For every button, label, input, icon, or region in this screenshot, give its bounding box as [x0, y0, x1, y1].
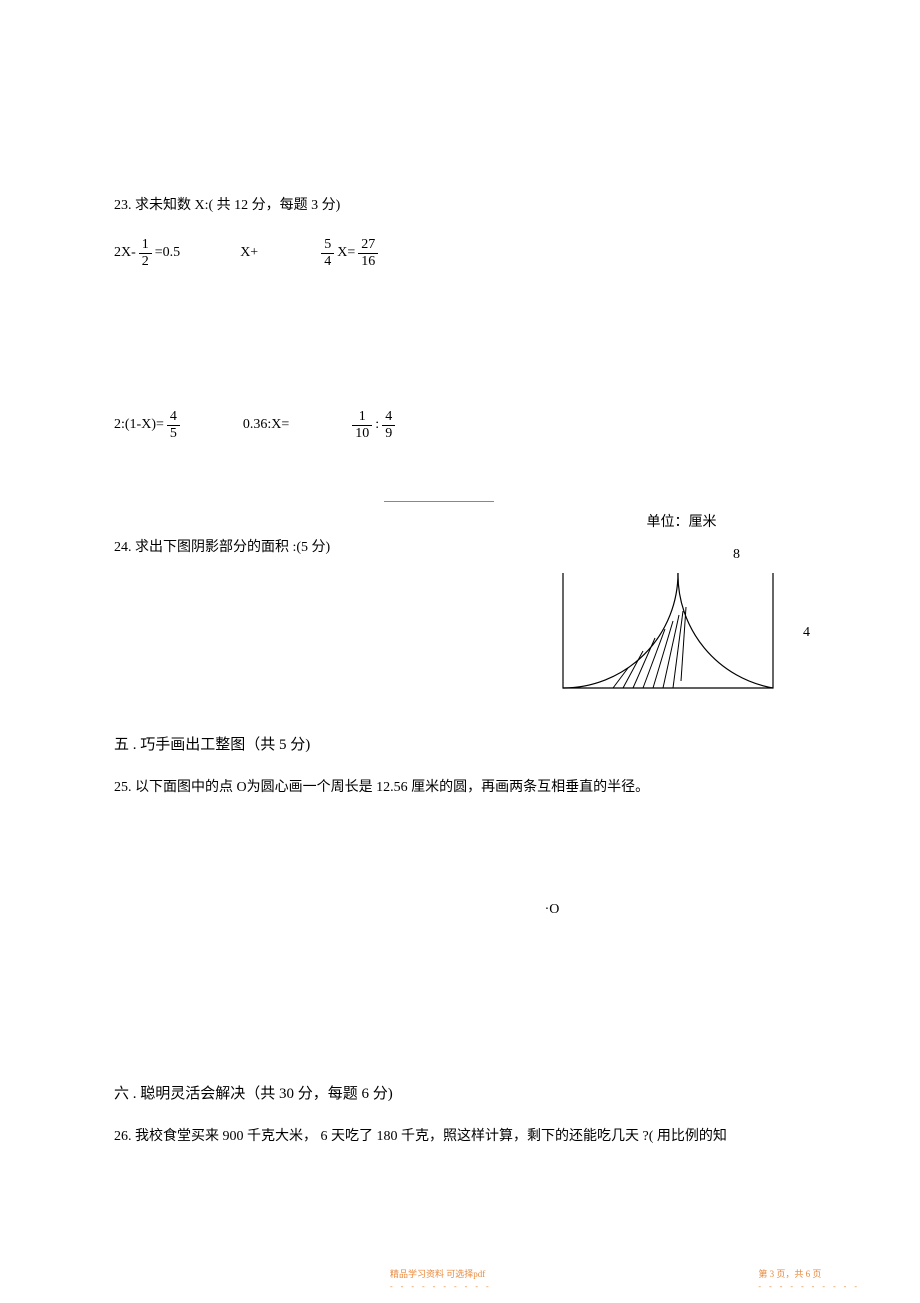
shaded-area-figure	[553, 573, 783, 693]
eq-xplus: X+	[240, 242, 258, 264]
footer-dots: - - - - - - - - - -	[390, 1282, 492, 1291]
eq-text: X+	[240, 242, 258, 264]
denominator: 9	[382, 425, 395, 441]
q23-title: 23. 求未知数 X:( 共 12 分，每题 3 分)	[114, 195, 810, 217]
eq-1-10-4-9: 1 10 : 4 9	[349, 409, 398, 441]
numerator: 4	[382, 409, 395, 424]
unit-label: 单位：厘米	[553, 512, 810, 534]
eq-text: 2:(1-X)=	[114, 414, 164, 436]
q24-title: 24. 求出下图阴影部分的面积 :(5 分)	[114, 537, 330, 559]
eq-text: 0.36:X=	[243, 414, 289, 436]
footer-right-wrap: 第 3 页，共 6 页 - - - - - - - - - -	[758, 1267, 860, 1291]
fraction: 4 5	[167, 409, 180, 441]
q26-text: 26. 我校食堂买来 900 千克大米， 6 天吃了 180 千克，照这样计算，…	[114, 1126, 810, 1148]
denominator: 10	[352, 425, 372, 441]
footer-center-text: 精品学习资料 可选择pdf	[390, 1267, 492, 1280]
fraction: 27 16	[358, 237, 378, 269]
fraction: 4 9	[382, 409, 395, 441]
eq-036x: 0.36:X=	[243, 414, 289, 436]
divider-mark	[384, 501, 494, 502]
numerator: 1	[139, 237, 152, 252]
eq-text: :	[375, 414, 379, 436]
fraction: 1 10	[352, 409, 372, 441]
numerator: 4	[167, 409, 180, 424]
dimension-top: 8	[553, 544, 810, 566]
q23-row1: 2X- 1 2 =0.5 X+ 5 4 X= 27 16	[114, 237, 810, 269]
numerator: 5	[321, 237, 334, 252]
footer-dots: - - - - - - - - - -	[758, 1282, 860, 1291]
denominator: 16	[358, 253, 378, 269]
q24-diagram: 单位：厘米 8 4	[553, 512, 810, 693]
eq-2x-half: 2X- 1 2 =0.5	[114, 237, 180, 269]
footer-page-number: 第 3 页，共 6 页	[758, 1267, 860, 1280]
section-6-heading: 六 . 聪明灵活会解决（共 30 分，每题 6 分)	[114, 1082, 810, 1106]
denominator: 4	[321, 253, 334, 269]
eq-text: 2X-	[114, 242, 136, 264]
footer-center-wrap: 精品学习资料 可选择pdf - - - - - - - - - -	[390, 1267, 492, 1291]
q25-text: 25. 以下面图中的点 O为圆心画一个周长是 12.56 厘米的圆，再画两条互相…	[114, 777, 810, 799]
numerator: 1	[356, 409, 369, 424]
page-footer: 精品学习资料 可选择pdf - - - - - - - - - - 第 3 页，…	[0, 1267, 920, 1291]
eq-2-1x: 2:(1-X)= 4 5	[114, 409, 183, 441]
numerator: 27	[358, 237, 378, 252]
eq-5-4x: 5 4 X= 27 16	[318, 237, 381, 269]
denominator: 2	[139, 253, 152, 269]
eq-text: =0.5	[155, 242, 180, 264]
dimension-side: 4	[803, 622, 810, 644]
denominator: 5	[167, 425, 180, 441]
q24-row: 24. 求出下图阴影部分的面积 :(5 分) 单位：厘米 8 4	[114, 512, 810, 693]
section-5-heading: 五 . 巧手画出工整图（共 5 分)	[114, 733, 810, 757]
point-o: ·O	[114, 899, 810, 921]
eq-text: X=	[337, 242, 355, 264]
q23-row2: 2:(1-X)= 4 5 0.36:X= 1 10 : 4 9	[114, 409, 810, 441]
fraction: 5 4	[321, 237, 334, 269]
fraction: 1 2	[139, 237, 152, 269]
